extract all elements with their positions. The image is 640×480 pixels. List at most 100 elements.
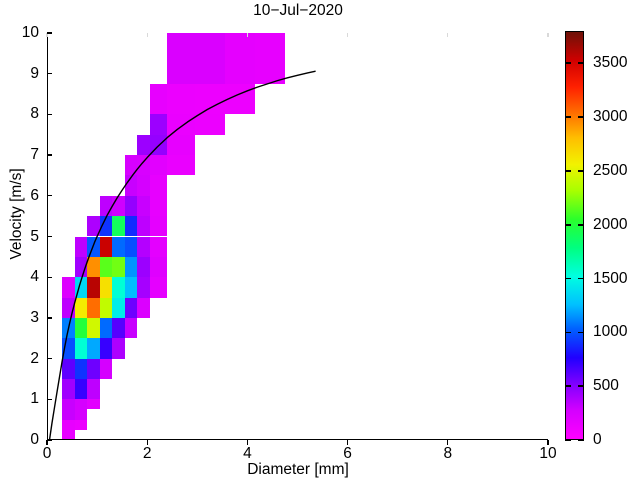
- heatmap-cell: [74, 317, 88, 339]
- heatmap-cell: [137, 195, 150, 217]
- y-tick-label: 5: [30, 227, 39, 245]
- colorbar-tick-label: 500: [593, 377, 619, 395]
- heatmap-cell: [137, 236, 150, 257]
- heatmap-cell: [99, 277, 113, 298]
- heatmap-cell: [167, 83, 195, 115]
- heatmap-cell: [87, 399, 100, 410]
- x-tick: [146, 440, 148, 445]
- heatmap-cell: [74, 419, 88, 430]
- heatmap-cell: [254, 33, 285, 84]
- x-tick: [346, 440, 349, 445]
- heatmap-cell: [62, 317, 75, 339]
- heatmap-cell: [112, 236, 125, 257]
- heatmap-cell: [124, 256, 138, 278]
- heatmap-cell: [149, 277, 168, 298]
- heatmap-cell: [62, 277, 75, 298]
- heatmap-cell: [87, 358, 100, 379]
- heatmap-cell: [62, 419, 75, 440]
- heatmap-cell: [87, 216, 100, 237]
- colorbar-tick: [565, 385, 571, 387]
- heatmap-cell: [137, 134, 150, 156]
- heatmap-cell: [99, 338, 113, 359]
- colorbar-gradient: [565, 31, 584, 440]
- y-tick: [47, 154, 52, 156]
- x-tick: [447, 440, 449, 445]
- x-tick: [547, 440, 549, 445]
- heatmap-cell: [149, 155, 168, 176]
- y-tick: [47, 195, 52, 197]
- heatmap-cell: [149, 195, 168, 217]
- chart-title: 10−Jul−2020: [253, 2, 343, 19]
- heatmap-cell: [87, 317, 100, 339]
- heatmap-cell: [112, 256, 125, 278]
- y-tick: [47, 113, 52, 116]
- x-tick-top: [246, 33, 249, 37]
- heatmap-cell: [87, 236, 100, 257]
- heatmap-cell: [99, 216, 113, 237]
- heatmap-cell: [99, 297, 113, 318]
- colorbar-tick-label: 3000: [593, 108, 628, 126]
- y-tick-label: 8: [30, 105, 39, 123]
- heatmap-cell: [124, 317, 138, 339]
- colorbar-tick: [565, 223, 571, 226]
- x-tick-label: 0: [42, 445, 52, 462]
- colorbar-tick-label: 2000: [593, 215, 628, 233]
- heatmap-cell: [149, 83, 168, 115]
- heatmap-cell: [62, 338, 75, 359]
- heatmap-cell: [99, 358, 113, 379]
- plot-area: [47, 33, 548, 440]
- y-tick-label: 1: [30, 390, 39, 408]
- heatmap-cell: [167, 134, 195, 156]
- y-tick-label: 7: [30, 146, 39, 164]
- x-tick-top: [547, 33, 549, 37]
- y-tick-label: 6: [30, 186, 39, 204]
- heatmap-cell: [167, 114, 195, 135]
- heatmap-cell: [99, 317, 113, 339]
- colorbar: [565, 31, 584, 440]
- y-tick-label: 2: [30, 349, 39, 367]
- heatmap-cell: [74, 378, 88, 400]
- x-tick-label: 10: [539, 445, 557, 462]
- colorbar-tick: [578, 62, 584, 65]
- x-tick-label: 6: [343, 445, 352, 462]
- heatmap-cell: [74, 277, 88, 298]
- heatmap-cell: [149, 216, 168, 237]
- heatmap-cell: [74, 338, 88, 359]
- y-tick-label: 0: [30, 431, 39, 448]
- colorbar-tick: [578, 385, 584, 387]
- x-tick: [246, 440, 249, 445]
- colorbar-tick-label: 1000: [593, 323, 628, 341]
- heatmap-cell: [167, 155, 195, 176]
- heatmap-cell: [137, 175, 150, 196]
- colorbar-tick-label: 0: [593, 431, 602, 448]
- heatmap-cell: [87, 378, 100, 400]
- heatmap-cell: [99, 236, 113, 257]
- x-tick-label: 8: [443, 445, 453, 462]
- colorbar-tick: [565, 116, 571, 118]
- colorbar-tick: [565, 331, 571, 334]
- heatmap-cell: [137, 277, 150, 298]
- heatmap-cell: [124, 216, 138, 237]
- colorbar-tick: [578, 439, 584, 441]
- y-axis-label: Velocity [m/s]: [8, 168, 25, 260]
- heatmap-cell: [99, 195, 113, 217]
- colorbar-tick: [565, 439, 571, 441]
- x-tick: [46, 440, 48, 445]
- heatmap-cell: [149, 114, 168, 135]
- colorbar-tick-label: 2500: [593, 161, 628, 179]
- y-tick: [47, 439, 52, 441]
- heatmap-cell: [112, 338, 125, 359]
- colorbar-tick: [565, 277, 571, 280]
- x-tick-label: 4: [243, 445, 252, 462]
- y-tick-label: 4: [30, 268, 39, 286]
- heatmap-cell: [74, 236, 88, 257]
- heatmap-cell: [74, 256, 88, 278]
- y-tick-label: 3: [30, 308, 39, 326]
- y-tick: [47, 398, 52, 400]
- y-tick: [47, 73, 52, 75]
- heatmap-cell: [62, 399, 75, 420]
- colorbar-tick: [578, 116, 584, 118]
- x-tick-top: [46, 33, 48, 37]
- x-axis-label: Diameter [mm]: [247, 461, 349, 478]
- heatmap-cell: [194, 33, 225, 84]
